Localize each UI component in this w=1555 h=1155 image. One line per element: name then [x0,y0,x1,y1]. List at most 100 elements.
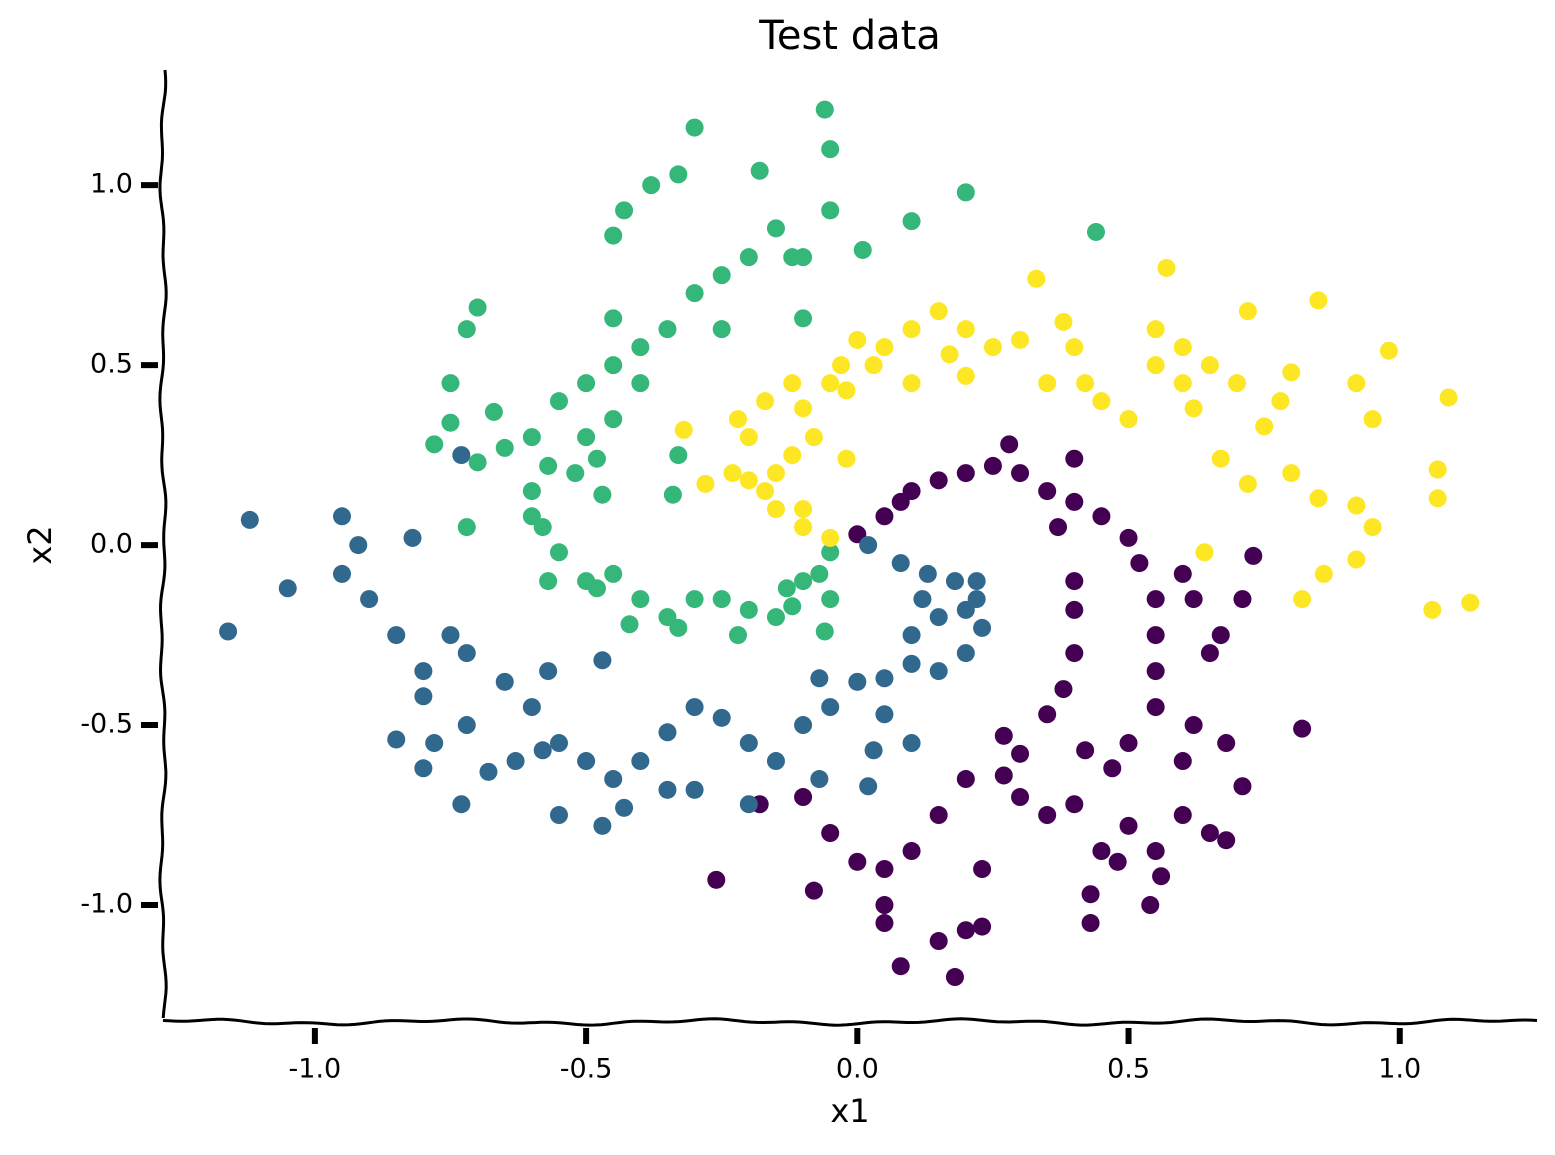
scatter-point [1309,489,1328,508]
scatter-point [956,921,975,940]
scatter-point [821,824,840,843]
scatter-point [1423,600,1442,619]
scatter-point [1282,363,1301,382]
scatter-point [1054,680,1073,699]
chart-title: Test data [758,13,941,59]
scatter-point [983,456,1002,475]
scatter-point [1200,356,1219,375]
scatter-point [631,752,650,771]
scatter-point [891,957,910,976]
scatter-point [902,654,921,673]
scatter-point [1011,330,1030,349]
scatter-point [1065,600,1084,619]
scatter-point [973,618,992,637]
scatter-point [1200,824,1219,843]
scatter-point [1065,644,1084,663]
scatter-point [739,471,758,490]
scatter-point [696,474,715,493]
scatter-point [1309,291,1328,310]
scatter-point [1081,914,1100,933]
scatter-point [604,770,623,789]
scatter-point [1211,626,1230,645]
scatter-point [539,662,558,681]
y-axis-label: x2 [21,525,59,564]
y-tick-label: 1.0 [90,169,133,200]
scatter-point [1065,492,1084,511]
scatter-point [669,618,688,637]
scatter-point [414,759,433,778]
scatter-point [783,446,802,465]
scatter-point [663,485,682,504]
scatter-point [566,464,585,483]
scatter-point [804,881,823,900]
scatter-point [1119,734,1138,753]
scatter-point [739,248,758,267]
scatter-point [1146,626,1165,645]
scatter-point [1184,399,1203,418]
scatter-point [360,590,379,609]
scatter-point [1038,374,1057,393]
scatter-point [956,320,975,339]
scatter-point [658,723,677,742]
scatter-point [1065,572,1084,591]
x-axis-label: x1 [830,1092,869,1130]
scatter-point [859,777,878,796]
scatter-point [587,579,606,598]
scatter-point [604,564,623,583]
scatter-point [685,780,704,799]
scatter-point [549,734,568,753]
scatter-point [1314,564,1333,583]
scatter-point [1049,518,1068,537]
scatter-point [766,219,785,238]
scatter-point [1092,392,1111,411]
scatter-point [712,320,731,339]
scatter-point [495,672,514,691]
scatter-point [1244,546,1263,565]
scatter-point [604,410,623,429]
scatter-point [685,590,704,609]
scatter-point [1217,831,1236,850]
scatter-point [1363,410,1382,429]
scatter-point [994,766,1013,785]
scatter-point [875,669,894,688]
scatter-point [794,500,813,519]
scatter-point [1152,867,1171,886]
scatter-point [1011,788,1030,807]
scatter-point [973,917,992,936]
scatter-point [685,698,704,717]
scatter-point [604,309,623,328]
scatter-point [1076,374,1095,393]
scatter-point [891,554,910,573]
scatter-point [1157,258,1176,277]
scatter-point [929,932,948,951]
scatter-point [1027,269,1046,288]
scatter-point [750,161,769,180]
scatter-point [794,309,813,328]
scatter-point [902,212,921,231]
scatter-point [549,806,568,825]
scatter-point [1238,302,1257,321]
scatter-point [956,366,975,385]
scatter-point [723,464,742,483]
scatter-point [1173,338,1192,357]
scatter-point [875,896,894,915]
scatter-point [577,428,596,447]
scatter-point [794,399,813,418]
scatter-point [522,428,541,447]
scatter-point [658,780,677,799]
scatter-point [821,528,840,547]
scatter-point [468,453,487,472]
scatter-point [864,741,883,760]
scatter-point [848,330,867,349]
scatter-point [712,266,731,285]
scatter-point [967,572,986,591]
scatter-point [533,741,552,760]
scatter-point [631,374,650,393]
scatter-point [902,626,921,645]
scatter-point [441,626,460,645]
x-tick-label: -0.5 [560,1054,613,1085]
scatter-point [1428,460,1447,479]
scatter-point [945,572,964,591]
scatter-point [1146,662,1165,681]
